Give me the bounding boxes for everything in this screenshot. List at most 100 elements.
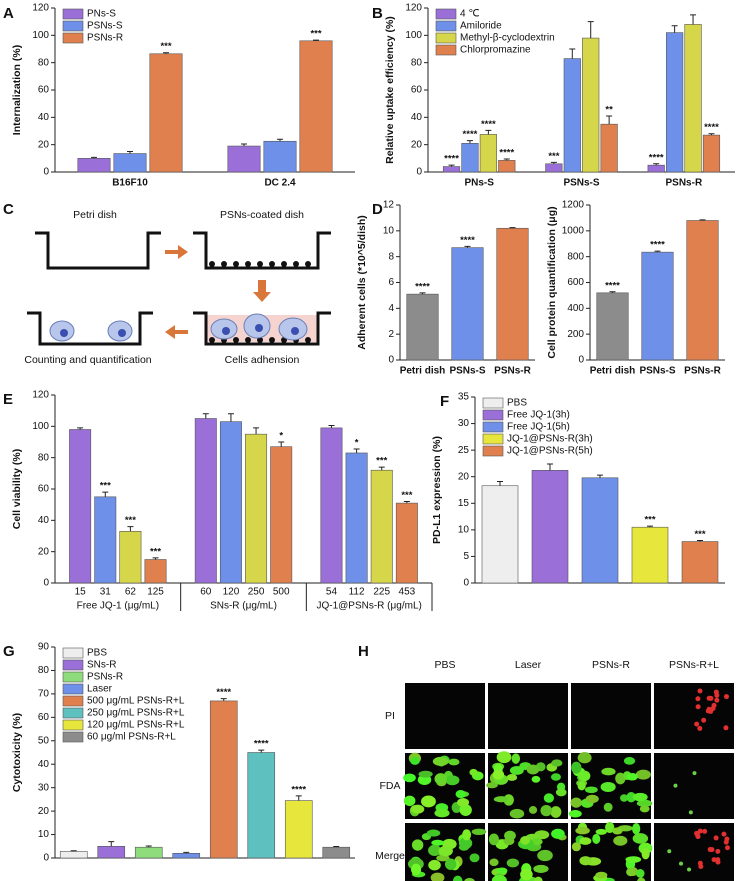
cell — [601, 767, 616, 776]
significance: *** — [376, 456, 387, 467]
micrograph — [568, 752, 653, 819]
y-tick-label: 60 — [411, 85, 423, 96]
cell — [697, 828, 703, 834]
cell — [632, 792, 648, 802]
cell — [471, 828, 487, 836]
error-bar — [328, 425, 335, 428]
cell — [637, 877, 646, 881]
cell — [626, 792, 636, 803]
cell — [705, 708, 711, 714]
cell — [577, 781, 586, 791]
legend-label: Amiloride — [460, 21, 502, 32]
cell — [496, 751, 512, 764]
legend-label: PSNs-S — [87, 21, 123, 32]
y-tick-label: 600 — [567, 277, 584, 288]
significance: **** — [444, 154, 459, 165]
significance: **** — [216, 687, 231, 698]
cell — [678, 861, 683, 866]
cell — [551, 759, 563, 767]
error-bar — [108, 841, 115, 847]
panel-label: G — [3, 643, 15, 660]
cell — [537, 849, 553, 862]
cell — [694, 721, 700, 727]
x-tick-label: 125 — [147, 587, 164, 598]
y-axis-label: Relative uptake efficiency (%) — [384, 16, 396, 164]
legend-swatch — [482, 433, 504, 445]
error-bar — [353, 448, 360, 453]
cell — [421, 795, 436, 808]
cell — [568, 810, 582, 818]
cell — [715, 857, 721, 863]
cell — [457, 798, 470, 807]
cell — [612, 827, 623, 835]
cell — [526, 764, 540, 775]
bar — [395, 502, 418, 584]
significance: **** — [704, 122, 719, 133]
legend-swatch — [62, 731, 84, 743]
micrograph-background — [654, 683, 734, 749]
x-tick-label: PSNs-S — [563, 178, 599, 189]
y-tick-label: 400 — [567, 303, 584, 314]
micrograph-background — [571, 683, 651, 749]
legend-label: 500 μg/mL PSNs-R+L — [87, 696, 185, 707]
row-label: Merge — [375, 850, 405, 862]
diagram-label: Petri dish — [73, 209, 117, 221]
cell — [673, 783, 678, 788]
legend-swatch — [62, 659, 84, 671]
bar — [227, 145, 261, 173]
cell — [636, 799, 653, 808]
cell — [436, 854, 450, 862]
bar — [582, 37, 600, 173]
y-tick-label: 4 — [388, 303, 394, 314]
y-tick-label: 20 — [38, 546, 50, 557]
bar — [284, 800, 313, 859]
cell — [506, 773, 518, 781]
cell — [595, 828, 607, 835]
error-bar — [277, 138, 283, 142]
error-bar — [587, 21, 594, 39]
y-tick-label: 20 — [411, 139, 423, 150]
cell — [469, 853, 480, 863]
micrograph — [654, 823, 734, 881]
significance: *** — [150, 546, 161, 557]
cell — [635, 769, 651, 780]
cell — [459, 804, 472, 817]
bar — [77, 158, 111, 173]
error-bar — [127, 151, 133, 154]
bar — [461, 143, 479, 173]
dish — [35, 231, 161, 270]
legend-swatch — [482, 409, 504, 421]
error-bar — [91, 156, 97, 159]
bar — [681, 541, 719, 584]
error-bar — [550, 161, 557, 164]
bar — [451, 247, 484, 361]
x-tick-label: 453 — [399, 587, 416, 598]
micrograph — [488, 823, 568, 881]
cell — [688, 810, 693, 815]
cell — [714, 692, 720, 698]
cell — [496, 867, 508, 874]
bar — [631, 526, 669, 584]
cell — [550, 806, 562, 818]
cell — [411, 839, 424, 851]
x-tick-label: 60 — [200, 587, 212, 598]
x-tick-label: 120 — [223, 587, 240, 598]
x-tick-label: PSNs-S — [449, 366, 485, 377]
error-bar — [708, 133, 715, 136]
cell — [711, 857, 717, 863]
cell — [504, 830, 516, 841]
cell — [410, 863, 422, 876]
legend-label: SNs-R — [87, 660, 116, 671]
cell — [692, 771, 697, 776]
micrograph — [654, 683, 734, 749]
cell — [493, 796, 509, 803]
legend-label: 250 μg/mL PSNs-R+L — [87, 708, 185, 719]
legend-swatch — [62, 707, 84, 719]
panel-label: A — [3, 5, 14, 22]
y-tick-label: 10 — [383, 225, 395, 236]
y-tick-label: 80 — [38, 452, 50, 463]
legend-label: Chlorpromazine — [460, 45, 531, 56]
legend-swatch — [62, 8, 84, 20]
y-tick-label: 5 — [463, 551, 469, 562]
error-bar — [497, 480, 503, 486]
